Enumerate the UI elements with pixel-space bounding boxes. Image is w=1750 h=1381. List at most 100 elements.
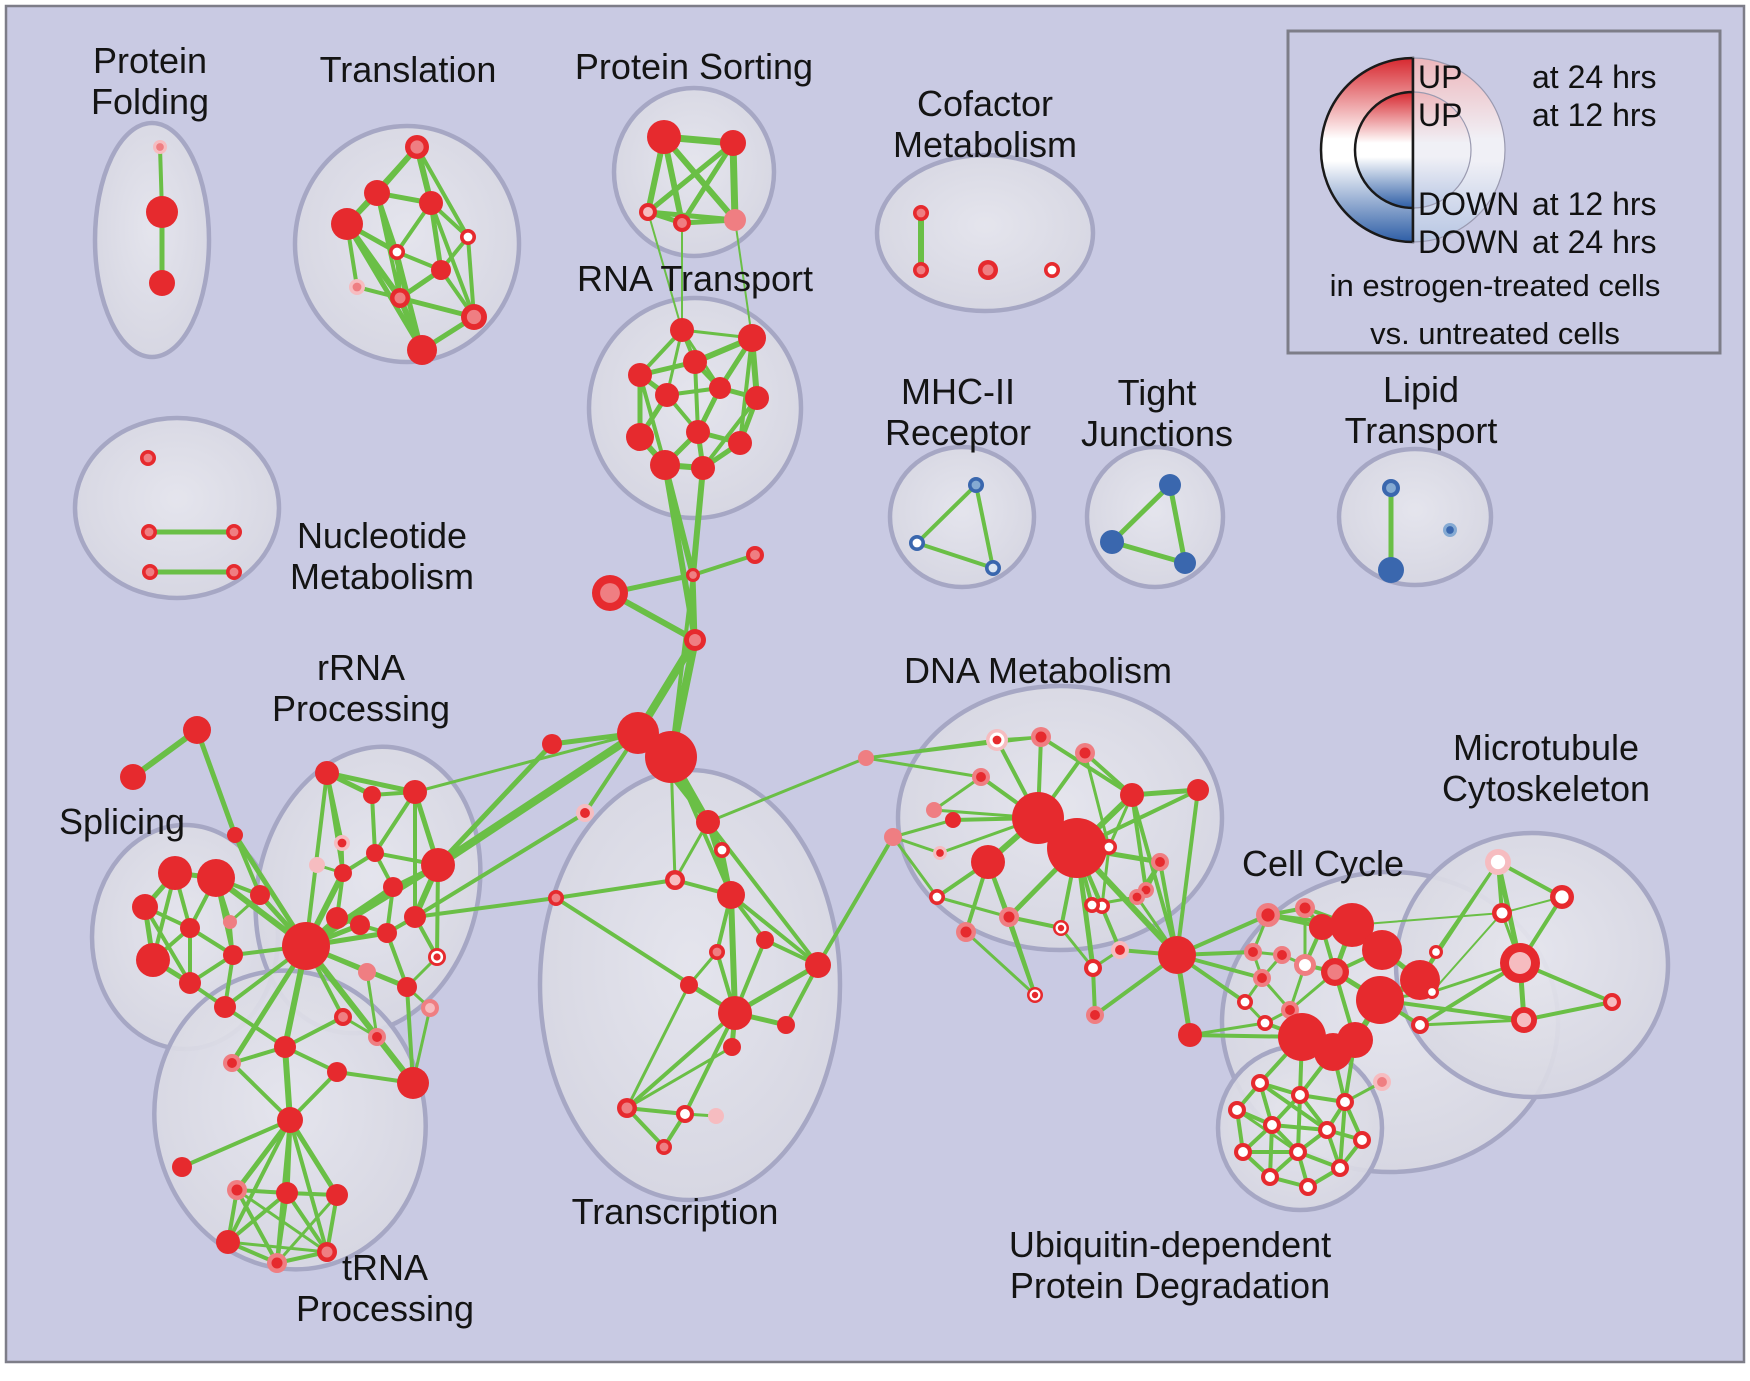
network-edge xyxy=(1109,482,1173,545)
network-edge xyxy=(1258,1081,1329,1132)
network-edge xyxy=(915,483,978,545)
network-node xyxy=(358,963,376,981)
network-edge xyxy=(1270,1123,1329,1132)
network-node xyxy=(1261,1168,1279,1186)
network-node xyxy=(686,568,700,582)
network-node xyxy=(132,894,158,920)
network-node xyxy=(655,383,679,407)
cluster-label-lipid-transport: Lipid Transport xyxy=(1345,369,1498,451)
network-edge xyxy=(466,235,476,319)
network-node xyxy=(691,456,715,480)
network-node xyxy=(676,1105,694,1123)
legend-down12-time: at 12 hrs xyxy=(1532,186,1657,222)
network-node xyxy=(1187,779,1209,801)
network-edge xyxy=(935,895,1011,919)
network-node xyxy=(956,922,976,942)
network-node xyxy=(377,923,397,943)
network-node xyxy=(1086,1006,1104,1024)
network-node xyxy=(227,1180,247,1200)
network-node xyxy=(315,761,339,785)
network-node xyxy=(407,335,437,365)
legend-up24-direction: UP xyxy=(1418,59,1462,95)
network-edge xyxy=(625,1045,734,1110)
legend-updown-ring-icon xyxy=(1319,56,1506,244)
network-node xyxy=(1111,941,1129,959)
network-node xyxy=(334,864,352,882)
network-node xyxy=(1053,920,1069,936)
network-node xyxy=(1336,1093,1354,1111)
network-edge xyxy=(1007,915,1037,997)
network-node xyxy=(149,270,175,296)
network-node xyxy=(884,828,902,846)
network-node xyxy=(1237,994,1253,1010)
network-node xyxy=(419,191,443,215)
network-node xyxy=(461,304,487,330)
network-edge xyxy=(1296,1093,1302,1154)
cluster-label-rna-transport: RNA Transport xyxy=(577,258,813,299)
cluster-label-mhc-ii-receptor: MHC-II Receptor xyxy=(885,371,1031,453)
network-node xyxy=(404,906,426,928)
network-node xyxy=(397,1067,429,1099)
network-node xyxy=(1378,557,1404,583)
legend-up12-time: at 12 hrs xyxy=(1532,97,1657,133)
legend-down12-direction: DOWN xyxy=(1418,186,1519,222)
network-edge xyxy=(669,573,695,759)
network-node xyxy=(397,977,417,997)
network-edge xyxy=(365,970,379,1039)
network-node xyxy=(250,885,270,905)
network-node xyxy=(179,972,201,994)
network-edge xyxy=(370,793,377,855)
network-node xyxy=(1356,976,1404,1024)
network-edge xyxy=(964,930,1037,997)
cluster-label-protein-sorting: Protein Sorting xyxy=(575,46,813,87)
network-node xyxy=(1382,479,1400,497)
network-edge xyxy=(235,1188,279,1265)
network-edge xyxy=(413,811,587,919)
network-edge xyxy=(275,1193,339,1265)
network-node xyxy=(1411,1016,1429,1034)
network-edge xyxy=(1130,793,1179,957)
network-edge xyxy=(194,727,238,838)
network-node xyxy=(1178,1023,1202,1047)
network-node xyxy=(1234,1143,1252,1161)
network-node xyxy=(709,377,731,399)
network-node xyxy=(226,564,242,580)
cluster-ellipse-cofactor-metabolism xyxy=(874,152,1096,314)
network-node xyxy=(972,768,990,786)
network-edge xyxy=(1175,788,1200,957)
network-node xyxy=(1485,849,1511,875)
network-node xyxy=(183,716,211,744)
network-node xyxy=(650,450,680,480)
network-node xyxy=(223,1054,241,1072)
network-node xyxy=(933,846,947,860)
cluster-label-transcription: Transcription xyxy=(572,1191,779,1232)
network-node xyxy=(542,734,562,754)
network-node xyxy=(141,524,157,540)
network-edge xyxy=(1109,539,1188,566)
network-edge xyxy=(435,741,555,868)
network-edge xyxy=(429,201,476,319)
network-node xyxy=(120,764,146,790)
network-node xyxy=(197,859,235,897)
network-node xyxy=(714,842,730,858)
network-node xyxy=(277,1107,303,1133)
network-edge xyxy=(864,735,1043,760)
network-edge xyxy=(661,134,738,223)
network-edge xyxy=(1188,1021,1267,1037)
cluster-label-translation: Translation xyxy=(320,49,497,90)
network-node xyxy=(1251,1074,1269,1092)
network-node xyxy=(1314,1033,1352,1071)
network-node xyxy=(390,288,410,308)
network-node xyxy=(746,546,764,564)
network-edge xyxy=(679,140,736,226)
network-edge xyxy=(1083,751,1111,849)
network-node xyxy=(709,944,725,960)
network-node xyxy=(1075,743,1095,763)
network-node xyxy=(1174,552,1196,574)
network-edge xyxy=(413,896,558,919)
network-node xyxy=(986,729,1008,751)
network-node xyxy=(978,260,998,280)
network-node xyxy=(647,120,681,154)
network-node xyxy=(1084,897,1100,913)
network-node xyxy=(686,420,710,444)
